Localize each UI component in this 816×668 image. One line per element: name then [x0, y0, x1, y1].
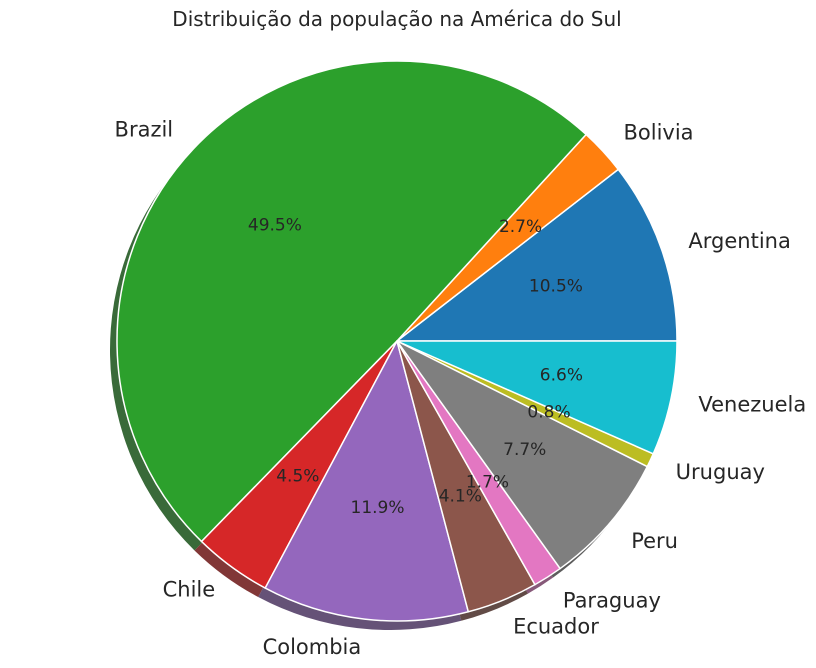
percent-label-uruguay: 0.8% [527, 403, 570, 423]
pie-slices [116, 60, 678, 622]
slice-venezuela [396, 340, 678, 455]
category-label-ecuador: Ecuador [513, 614, 599, 638]
category-label-venezuela: Venezuela [698, 392, 806, 416]
percent-label-ecuador: 4.1% [439, 487, 482, 507]
category-label-paraguay: Paraguay [563, 589, 661, 613]
percent-label-bolivia: 2.7% [499, 217, 542, 237]
category-label-bolivia: Bolivia [623, 120, 693, 144]
percent-label-chile: 4.5% [276, 467, 319, 487]
category-label-chile: Chile [163, 578, 216, 602]
slice-colombia [264, 340, 470, 622]
slice-argentina [396, 168, 678, 342]
percent-label-brazil: 49.5% [248, 216, 302, 236]
percent-label-argentina: 10.5% [529, 277, 583, 297]
slice-brazil [116, 60, 587, 543]
percent-label-venezuela: 6.6% [540, 366, 583, 386]
percent-label-peru: 7.7% [503, 440, 546, 460]
category-label-argentina: Argentina [688, 229, 790, 253]
percent-label-paraguay: 1.7% [466, 473, 509, 493]
pie-category-labels: Argentina Bolivia Brazil Chile Colombia Ecuad… [115, 117, 807, 658]
category-label-colombia: Colombia [263, 635, 362, 659]
pie-percent-labels: 10.5% 2.7% 49.5% 4.5% 11.9% 4.1%1.7% 7.7% 0.8% 6… [248, 216, 583, 518]
chart-title: Distribuição da população na América do … [172, 7, 621, 31]
percent-label-colombia: 11.9% [351, 498, 405, 518]
category-label-peru: Peru [631, 529, 678, 553]
category-label-uruguay: Uruguay [676, 460, 765, 484]
category-label-brazil: Brazil [115, 117, 174, 141]
slice-peru [396, 340, 649, 570]
